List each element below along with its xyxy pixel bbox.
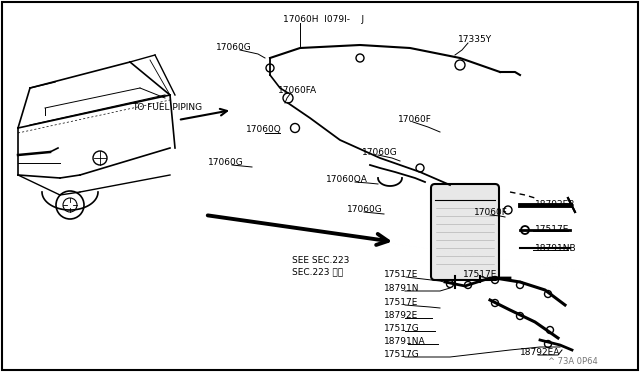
Text: 17517E: 17517E (384, 270, 419, 279)
Text: 17060G: 17060G (208, 158, 244, 167)
Text: 18791NB: 18791NB (535, 244, 577, 253)
Text: 17517E: 17517E (384, 298, 419, 307)
Text: 17060FA: 17060FA (278, 86, 317, 95)
Text: 17060F: 17060F (398, 115, 432, 124)
Text: 18792E: 18792E (384, 311, 419, 320)
Text: 17517G: 17517G (384, 324, 420, 333)
FancyBboxPatch shape (431, 184, 499, 280)
Text: 18791NA: 18791NA (384, 337, 426, 346)
Text: 17517E: 17517E (535, 225, 570, 234)
Text: TO FUEL PIPING: TO FUEL PIPING (132, 103, 202, 112)
Text: 17060G: 17060G (347, 205, 383, 214)
Text: SEE SEC.223: SEE SEC.223 (292, 256, 349, 265)
Text: 17060G: 17060G (216, 43, 252, 52)
Text: 18792EB: 18792EB (535, 200, 575, 209)
Text: 17060G: 17060G (362, 148, 397, 157)
Text: 17060F: 17060F (474, 208, 508, 217)
Text: 18792EA: 18792EA (520, 348, 561, 357)
Text: 18791N: 18791N (384, 284, 419, 293)
Text: 17517G: 17517G (384, 350, 420, 359)
Text: ^ 73A 0P64: ^ 73A 0P64 (548, 357, 598, 366)
Text: 17060H  I079I-    J: 17060H I079I- J (283, 15, 364, 24)
Text: 17060QA: 17060QA (326, 175, 368, 184)
Text: 17060Q: 17060Q (246, 125, 282, 134)
Text: 17517E: 17517E (463, 270, 497, 279)
Text: SEC.223 参照: SEC.223 参照 (292, 267, 343, 276)
Text: 17335Y: 17335Y (458, 35, 492, 44)
